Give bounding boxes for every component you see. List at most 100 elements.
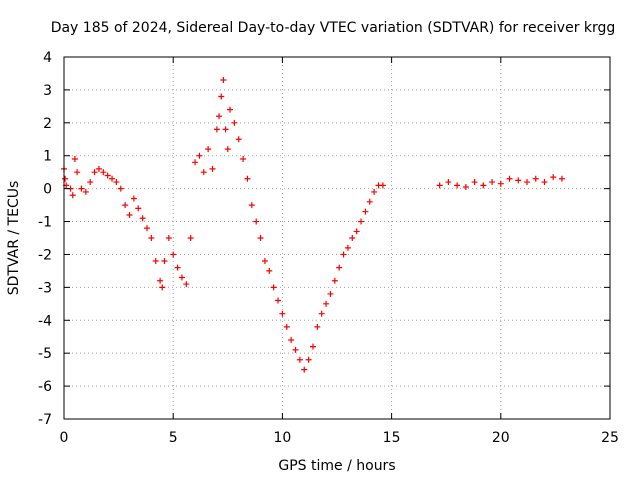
- data-point: [445, 179, 452, 186]
- data-point: [222, 126, 229, 133]
- data-point: [104, 172, 111, 179]
- data-point: [379, 182, 386, 189]
- y-tick-label: 2: [43, 116, 52, 132]
- data-point: [541, 179, 548, 186]
- data-point: [318, 310, 325, 317]
- data-point: [558, 175, 565, 182]
- data-point: [100, 169, 107, 176]
- data-point: [196, 152, 203, 159]
- data-point: [366, 198, 373, 205]
- x-tick-label: 25: [601, 430, 619, 446]
- data-point: [327, 290, 334, 297]
- data-point: [301, 366, 308, 373]
- data-point: [113, 179, 120, 186]
- data-point: [235, 136, 242, 143]
- data-point: [135, 205, 142, 212]
- data-point: [270, 284, 277, 291]
- data-point: [283, 323, 290, 330]
- data-point: [143, 225, 150, 232]
- data-point: [454, 182, 461, 189]
- data-point: [174, 264, 181, 271]
- data-point: [187, 235, 194, 241]
- data-point: [200, 169, 207, 176]
- data-point: [253, 218, 260, 225]
- data-point: [82, 188, 89, 195]
- data-point: [170, 251, 177, 258]
- data-point: [71, 156, 78, 163]
- data-points: [61, 77, 565, 373]
- data-point: [550, 174, 557, 181]
- data-point: [78, 185, 85, 192]
- data-point: [192, 159, 199, 166]
- data-point: [220, 77, 227, 84]
- data-point: [340, 251, 347, 258]
- data-point: [165, 235, 172, 241]
- data-point: [436, 182, 443, 189]
- data-point: [331, 277, 338, 284]
- data-point: [257, 235, 264, 241]
- data-point: [266, 267, 273, 274]
- x-tick-label: 0: [60, 430, 69, 446]
- data-point: [515, 177, 522, 184]
- data-point: [462, 183, 469, 190]
- data-point: [309, 343, 316, 350]
- data-point: [209, 165, 216, 172]
- data-point: [183, 281, 190, 288]
- data-point: [305, 356, 312, 363]
- data-point: [74, 169, 81, 176]
- plot-frame: [63, 56, 611, 420]
- data-point: [358, 218, 365, 225]
- data-point: [157, 277, 164, 284]
- data-point: [244, 175, 251, 182]
- data-point: [109, 175, 116, 182]
- chart-title: Day 185 of 2024, Sidereal Day-to-day VTE…: [51, 20, 616, 36]
- data-point: [296, 356, 303, 363]
- data-point: [139, 215, 146, 222]
- grid: [64, 57, 610, 419]
- data-point: [130, 195, 137, 202]
- data-point: [117, 185, 124, 192]
- y-axis-title: SDTVAR / TECUs: [6, 181, 22, 296]
- data-point: [279, 310, 286, 317]
- data-point: [91, 169, 98, 176]
- data-point: [480, 182, 487, 189]
- data-point: [314, 323, 321, 330]
- y-tick-label: -1: [38, 215, 52, 231]
- data-point: [323, 300, 330, 307]
- data-point: [205, 146, 212, 153]
- data-point: [362, 208, 369, 215]
- y-tick-label: -5: [38, 346, 52, 362]
- data-point: [524, 179, 531, 186]
- y-tick-label: -3: [38, 280, 52, 296]
- data-point: [240, 156, 247, 163]
- y-tick-label: 0: [43, 182, 52, 198]
- y-tick-label: -6: [38, 379, 52, 395]
- data-point: [344, 244, 351, 251]
- data-point: [532, 175, 539, 182]
- data-point: [231, 119, 238, 126]
- data-point: [69, 192, 76, 199]
- data-point: [261, 258, 268, 265]
- data-point: [497, 180, 504, 187]
- y-tick-label: 1: [43, 149, 52, 165]
- data-point: [226, 106, 233, 113]
- data-point: [148, 235, 155, 241]
- data-point: [178, 274, 185, 281]
- x-tick-label: 20: [492, 430, 510, 446]
- data-point: [275, 297, 282, 304]
- y-tick-label: 4: [43, 50, 52, 66]
- x-tick-label: 15: [383, 430, 401, 446]
- data-point: [349, 235, 356, 241]
- y-tick-label: -7: [38, 412, 52, 428]
- data-point: [218, 93, 225, 100]
- data-point: [159, 284, 166, 291]
- data-point: [126, 211, 133, 218]
- data-point: [87, 179, 94, 186]
- y-tick-label: -2: [38, 247, 52, 263]
- data-point: [353, 228, 360, 235]
- data-point: [292, 346, 299, 353]
- data-point: [122, 202, 129, 209]
- data-point: [371, 188, 378, 195]
- y-tick-label: 3: [43, 83, 52, 99]
